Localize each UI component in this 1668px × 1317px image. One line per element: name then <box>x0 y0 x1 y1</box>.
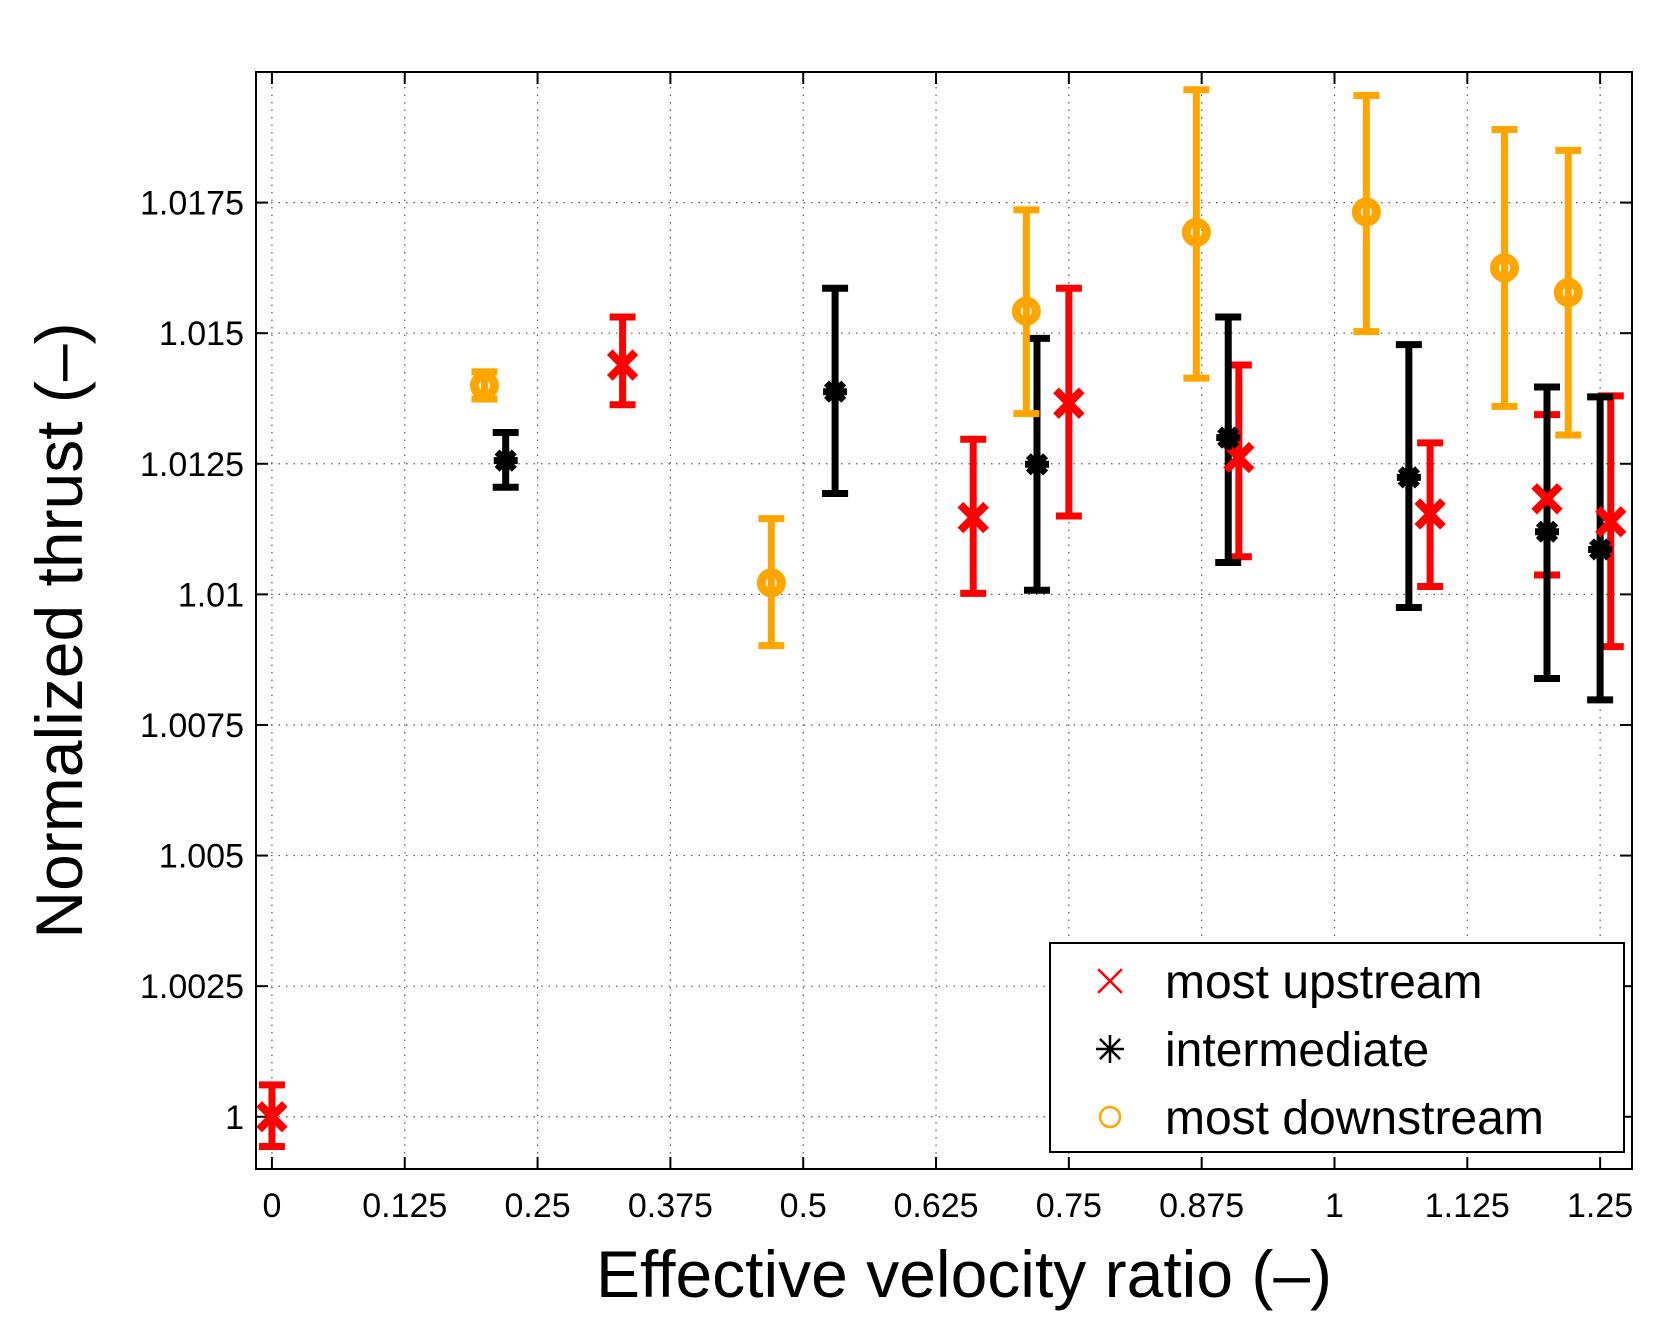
data-markers <box>256 197 1627 1133</box>
data-point <box>823 379 848 404</box>
y-tick-label: 1.01 <box>178 576 244 614</box>
error-bar <box>1353 92 1380 336</box>
x-tick-label: 0 <box>262 1187 281 1225</box>
legend-marker <box>1098 1105 1122 1129</box>
data-point <box>1053 387 1085 419</box>
x-tick-label: 0.125 <box>362 1187 447 1225</box>
data-point <box>1588 537 1613 562</box>
x-tick-label: 1 <box>1325 1187 1344 1225</box>
y-axis-label: Normalized thrust (–) <box>22 322 96 938</box>
data-point <box>1181 217 1211 247</box>
data-point <box>1396 465 1421 490</box>
y-tick-label: 1.0025 <box>140 968 244 1006</box>
error-bar <box>1183 86 1210 382</box>
x-tick-label: 0.625 <box>893 1187 978 1225</box>
data-point <box>1216 425 1241 450</box>
legend-label: intermediate <box>1165 1024 1429 1077</box>
legend-marker <box>1097 968 1123 994</box>
data-point <box>1414 498 1446 530</box>
data-point <box>606 349 639 381</box>
error-bar <box>1555 146 1582 439</box>
data-point <box>1223 441 1255 474</box>
legend: most upstream intermediate most downstream <box>1049 942 1625 1153</box>
x-tick-label: 0.75 <box>1036 1187 1102 1225</box>
y-tick-label: 1 <box>225 1099 244 1137</box>
data-point <box>1531 483 1563 515</box>
x-tick-label: 1.125 <box>1425 1187 1510 1225</box>
data-point <box>1553 277 1583 307</box>
legend-label: most upstream <box>1165 956 1482 1009</box>
plot-area <box>255 71 1633 1170</box>
x-tick-label: 0.25 <box>504 1187 570 1225</box>
data-point <box>1024 452 1049 477</box>
legend-marker <box>1096 1035 1124 1063</box>
data-point <box>1595 506 1627 538</box>
data-point <box>756 568 786 598</box>
y-tick-label: 1.005 <box>159 838 244 876</box>
legend-box <box>1049 942 1625 1153</box>
legend-label: most downstream <box>1165 1092 1544 1145</box>
x-axis-label: Effective velocity ratio (–) <box>596 1237 1332 1311</box>
data-point <box>469 370 499 400</box>
data-point <box>957 501 989 534</box>
x-tick-label: 0.375 <box>628 1187 713 1225</box>
x-tick-label: 1.25 <box>1567 1187 1633 1225</box>
data-point <box>256 1101 288 1133</box>
y-tick-label: 1.0125 <box>140 446 244 484</box>
y-tick-label: 1.0075 <box>140 707 244 745</box>
axis-ticks: 0 0.125 0.25 0.375 0.5 0.625 0.75 0.875 1 1.125 1.… <box>140 72 1633 1225</box>
data-point <box>1011 296 1041 326</box>
data-point <box>1351 197 1381 227</box>
y-tick-label: 1.0175 <box>140 185 244 223</box>
x-tick-label: 0.875 <box>1159 1187 1244 1225</box>
data-point <box>493 448 518 473</box>
x-tick-label: 0.5 <box>780 1187 827 1225</box>
error-bar <box>1013 206 1040 418</box>
error-bar <box>758 515 785 650</box>
data-point <box>1489 253 1519 283</box>
error-bar <box>1491 125 1518 410</box>
y-tick-label: 1.015 <box>159 315 244 353</box>
data-point <box>1535 519 1559 544</box>
